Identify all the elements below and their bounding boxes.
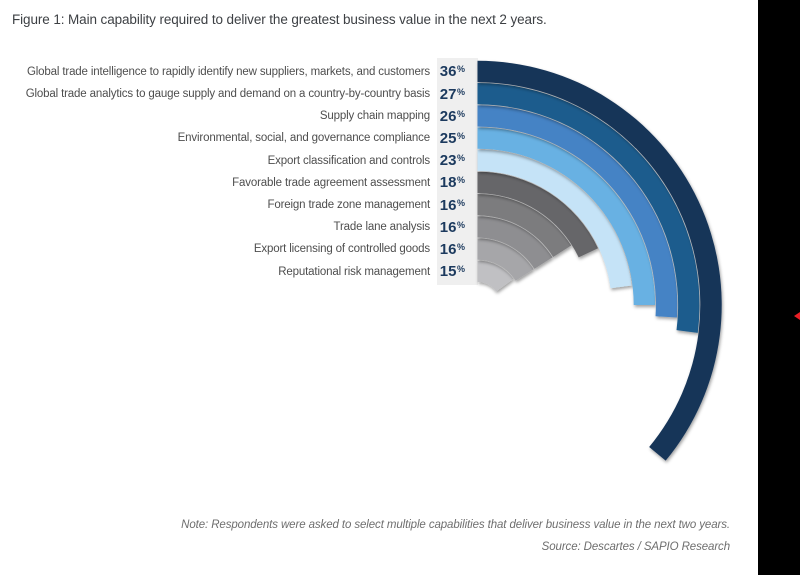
arc-segment xyxy=(477,149,632,289)
category-row: Global trade analytics to gauge supply a… xyxy=(0,83,478,105)
category-row: Environmental, social, and governance co… xyxy=(0,127,478,149)
category-value: 16% xyxy=(439,240,465,258)
arc-segment xyxy=(477,260,514,292)
arc-segment xyxy=(477,127,656,306)
arc-segment xyxy=(477,171,599,258)
arc-segment xyxy=(477,83,700,333)
category-row: Export licensing of controlled goods 16% xyxy=(0,238,478,260)
rings-group xyxy=(477,60,722,461)
category-label: Export classification and controls xyxy=(267,154,431,167)
right-black-strip xyxy=(758,0,800,575)
arc-segment xyxy=(477,105,678,318)
category-value: 16% xyxy=(439,218,465,236)
red-marker-icon xyxy=(794,312,800,320)
category-value: 23% xyxy=(439,152,465,170)
category-value: 16% xyxy=(439,196,465,214)
category-value: 25% xyxy=(439,129,465,147)
category-row: Supply chain mapping 26% xyxy=(0,105,478,127)
category-label: Global trade intelligence to rapidly ide… xyxy=(26,65,430,78)
category-label: Environmental, social, and governance co… xyxy=(177,132,430,145)
category-row: Favorable trade agreement assessment 18% xyxy=(0,172,478,194)
category-value: 18% xyxy=(439,174,465,192)
value-column-band xyxy=(437,58,478,285)
category-label: Reputational risk management xyxy=(278,265,430,278)
arc-segment xyxy=(477,194,572,257)
category-label: Export licensing of controlled goods xyxy=(253,243,430,256)
arc-segment xyxy=(477,60,722,461)
category-row: Export classification and controls 23% xyxy=(0,150,478,172)
category-row: Global trade intelligence to rapidly ide… xyxy=(0,61,478,83)
category-value: 27% xyxy=(439,85,465,103)
arc-segment xyxy=(477,238,534,281)
figure-title: Figure 1: Main capability required to de… xyxy=(12,12,547,27)
category-row: Foreign trade zone management 16% xyxy=(0,194,478,216)
category-label: Global trade analytics to gauge supply a… xyxy=(25,88,430,101)
source-credit: Source: Descartes / SAPIO Research xyxy=(541,541,730,553)
category-label: Favorable trade agreement assessment xyxy=(232,176,430,189)
category-label: Trade lane analysis xyxy=(333,221,431,234)
category-rows: Global trade intelligence to rapidly ide… xyxy=(0,0,478,300)
category-label: Supply chain mapping xyxy=(319,110,430,123)
footnote: Note: Respondents were asked to select m… xyxy=(181,519,730,531)
category-row: Reputational risk management 15% xyxy=(0,261,478,283)
arc-segment xyxy=(477,216,553,269)
category-value: 26% xyxy=(439,107,465,125)
category-row: Trade lane analysis 16% xyxy=(0,216,478,238)
category-value: 15% xyxy=(439,263,465,281)
category-value: 36% xyxy=(439,63,465,81)
category-label: Foreign trade zone management xyxy=(267,199,430,212)
